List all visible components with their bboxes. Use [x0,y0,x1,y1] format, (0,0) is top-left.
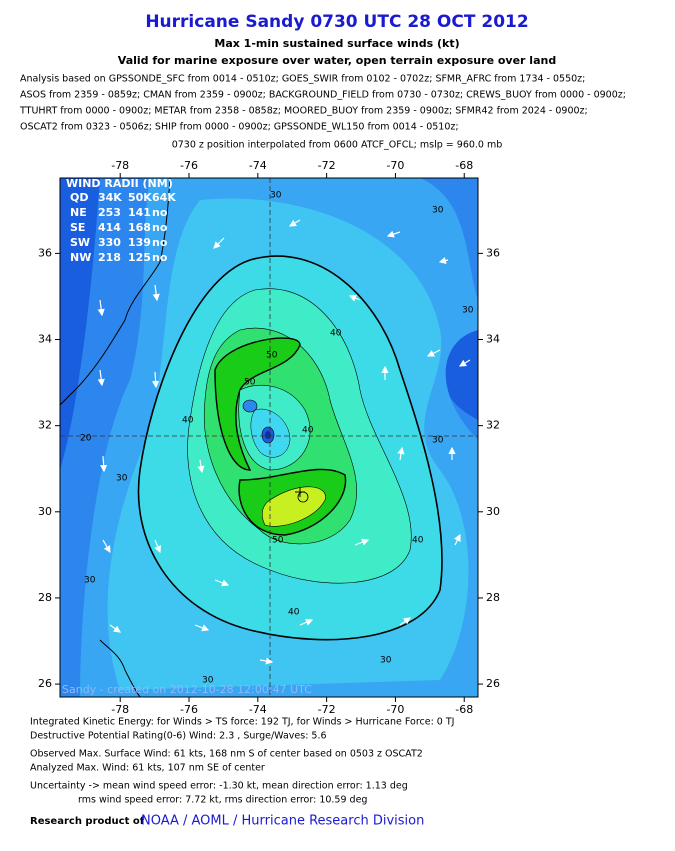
wind-radii-cell: 253 [98,206,121,219]
contour-label: 50 [244,378,256,388]
wind-radii-cell: 218 [98,251,121,264]
lon-tick-label: -72 [318,159,336,172]
contour-label: 30 [462,306,474,316]
lat-tick-label: 28 [486,591,500,604]
research-link[interactable]: NOAA / AOML / Hurricane Research Divisio… [141,814,424,829]
lat-tick-label: 28 [38,591,52,604]
wind-radii-header: 64K [152,191,176,204]
lat-tick-label: 34 [486,333,500,346]
analysis-line: TTUHRT from 0000 - 0900z; METAR from 235… [19,106,588,117]
position-note: 0730 z position interpolated from 0600 A… [172,140,503,151]
wind-radii-cell: 125 [128,251,151,264]
lon-tick-label: -76 [180,703,198,716]
contour-label: 20 [80,434,92,444]
wind-arrows [97,219,471,665]
lon-tick-label: -70 [386,159,404,172]
lat-tick-label: 26 [38,677,52,690]
contour-label: 40 [302,426,314,436]
wind-radii-header: 50K [128,191,152,204]
lat-tick-label: 32 [38,419,52,432]
contour-label: 50 [272,536,284,546]
title: Hurricane Sandy 0730 UTC 28 OCT 2012 [145,12,528,32]
validity: Valid for marine exposure over water, op… [118,54,556,67]
wind-radii-cell: 139 [128,236,151,249]
wind-radii-cell: 330 [98,236,121,249]
wind-radii-cell: SW [70,236,90,249]
wind-radii-cell: no [152,236,168,249]
lon-tick-label: -74 [249,703,267,716]
lon-tick-label: -76 [180,159,198,172]
wind-radii-cell: 414 [98,221,121,234]
contour-label: 30 [202,676,214,686]
wind-radii-cell: NW [70,251,91,264]
wind-radii-cell: SE [70,221,85,234]
contour-label: 50 [266,351,278,361]
analysis-line: Analysis based on GPSSONDE_SFC from 0014… [20,74,585,85]
footer-ike: Integrated Kinetic Energy: for Winds > T… [30,717,454,728]
subtitle: Max 1-min sustained surface winds (kt) [214,37,459,50]
lon-tick-label: -74 [249,159,267,172]
lat-tick-label: 36 [486,246,500,259]
contour-label: 30 [116,474,128,484]
lat-tick-label: 30 [486,505,500,518]
lat-tick-label: 32 [486,419,500,432]
footer-observed: Observed Max. Surface Wind: 61 kts, 168 … [30,749,423,760]
contour-labels: 30 30 30 30 20 30 40 50 50 40 40 30 40 5… [80,191,474,686]
wind-radii-cell: no [152,251,168,264]
contour-label: 40 [288,608,300,618]
footer-rms: rms wind speed error: 7.72 kt, rms direc… [78,795,367,806]
lat-tick-label: 30 [38,505,52,518]
footer-analyzed: Analyzed Max. Wind: 61 kts, 107 nm SE of… [30,763,265,774]
wind-radii-cell: no [152,206,168,219]
contour-label: 30 [270,191,282,201]
lon-tick-label: -78 [111,703,129,716]
footer-dpr: Destructive Potential Rating(0-6) Wind: … [30,731,327,742]
watermark: Sandy - created on 2012-10-28 12:00:47 U… [62,683,312,696]
contour-label: 30 [432,436,444,446]
lon-tick-label: -68 [455,159,473,172]
wind-radii-header: 34K [98,191,122,204]
wind-radii-cell: no [152,221,168,234]
lat-tick-label: 34 [38,333,52,346]
lon-tick-label: -70 [386,703,404,716]
wind-radii-cell: 141 [128,206,151,219]
wind-radii-cell: NE [70,206,87,219]
wind-radii-title: WIND RADII (NM) [66,177,173,190]
analysis-line: ASOS from 2359 - 0859z; CMAN from 2359 -… [20,90,626,101]
contour-label: 40 [330,329,342,339]
contour-label: 30 [380,656,392,666]
contour-label: 40 [412,536,424,546]
lat-tick-label: 26 [486,677,500,690]
wind-radii-cell: 168 [128,221,151,234]
lon-tick-label: -78 [111,159,129,172]
contour-label: 30 [84,576,96,586]
wind-field: 30 30 30 30 20 30 40 50 50 40 40 30 40 5… [60,177,478,697]
wind-radii-header: QD [70,191,88,204]
research-prefix: Research product of [30,816,145,827]
contour-label: 30 [432,206,444,216]
analysis-line: OSCAT2 from 0323 - 0506z; SHIP from 0000… [20,122,459,133]
lat-tick-label: 36 [38,246,52,259]
footer-uncertainty: Uncertainty -> mean wind speed error: -1… [30,781,408,792]
lon-tick-label: -68 [455,703,473,716]
contour-label: 40 [182,416,194,426]
lon-tick-label: -72 [318,703,336,716]
